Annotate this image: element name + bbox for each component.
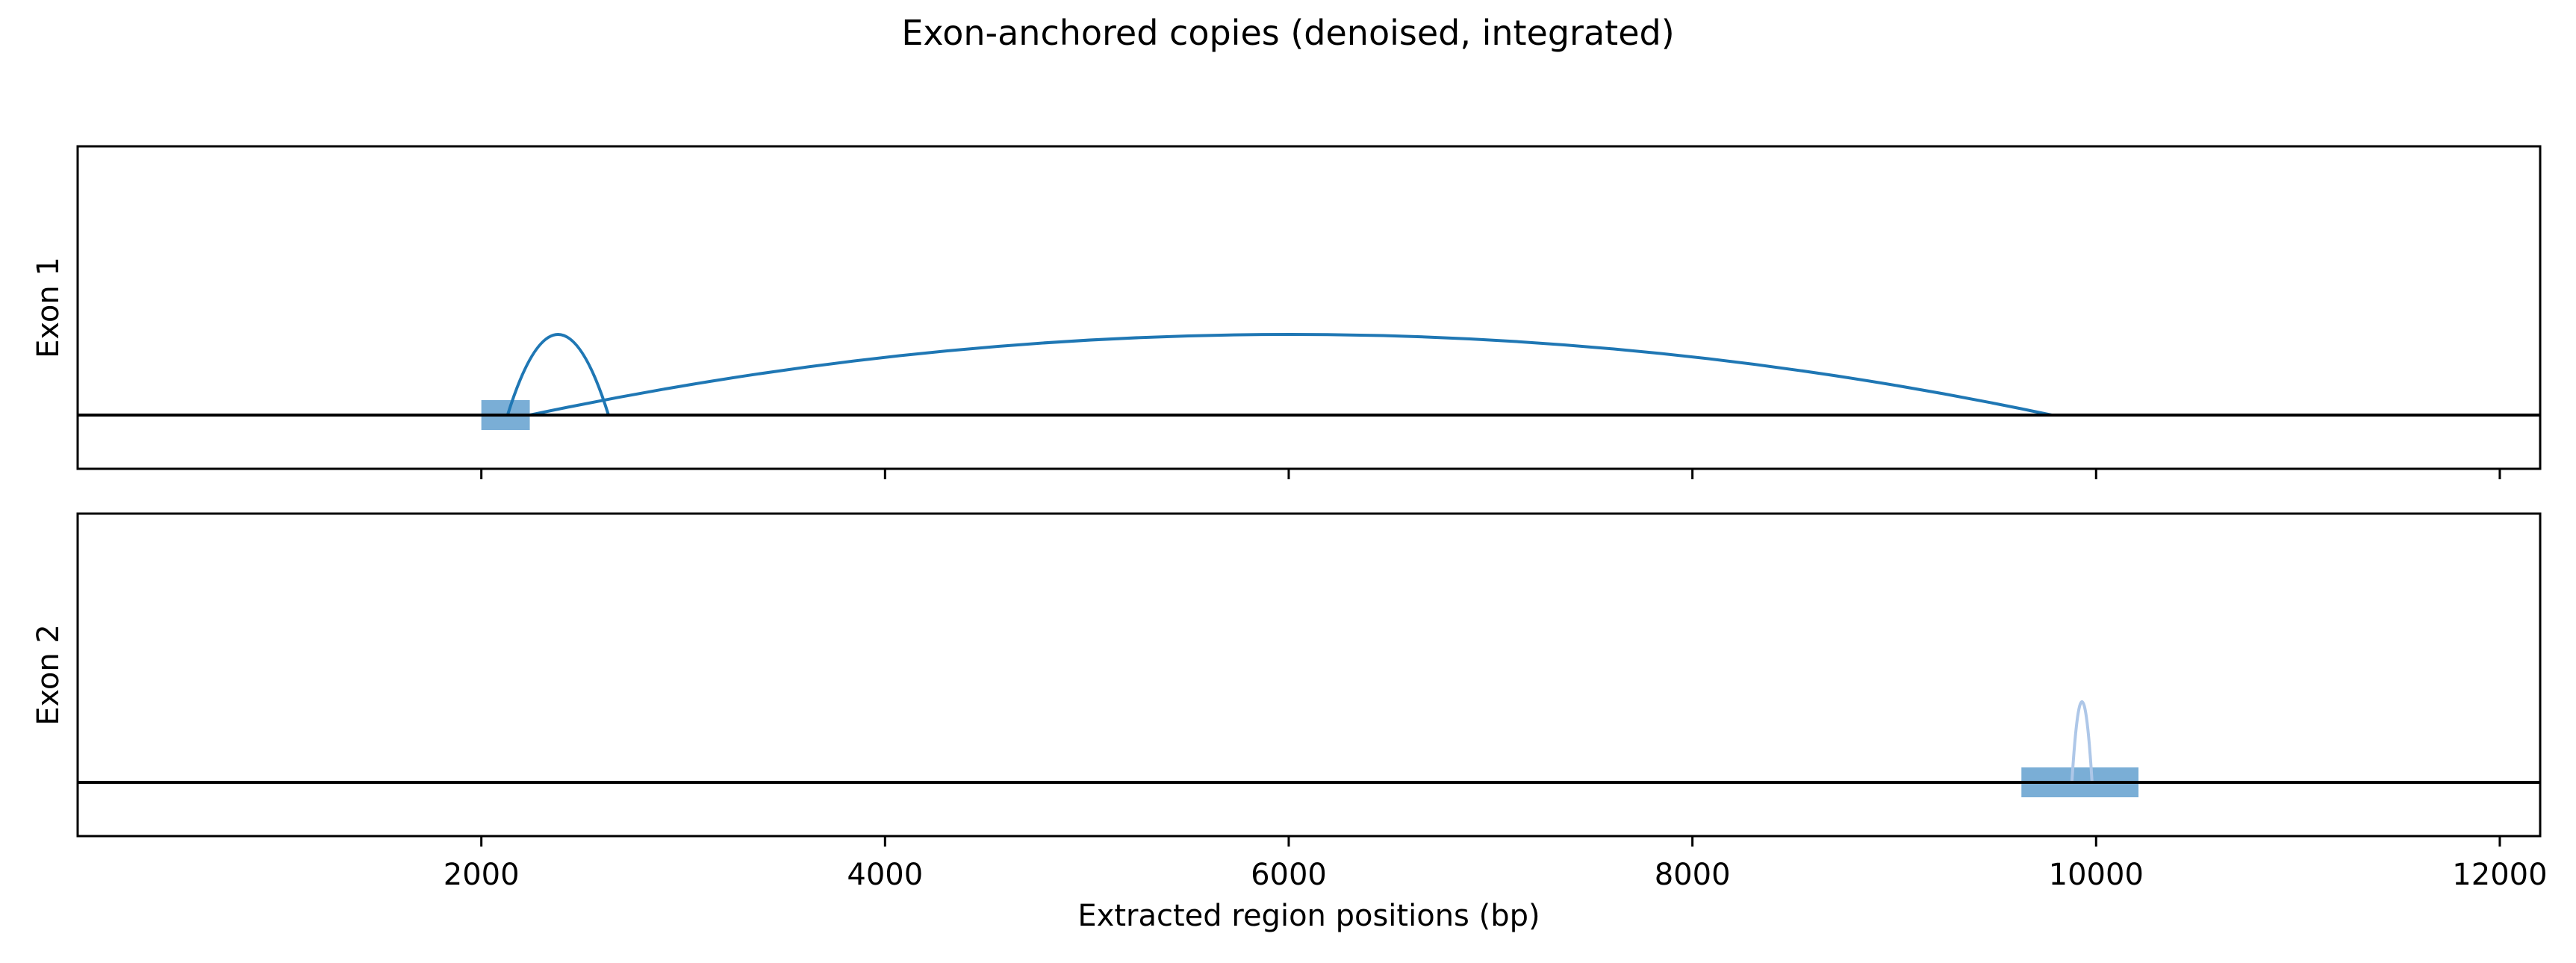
panel-exon-1: Exon 1 bbox=[31, 145, 2542, 479]
panel-2-ylabel: Exon 2 bbox=[31, 624, 66, 726]
panel-2-frame bbox=[76, 512, 2542, 838]
x-tick-label: 12000 bbox=[2452, 858, 2547, 892]
x-axis-label: Extracted region positions (bp) bbox=[1077, 899, 1540, 933]
panel-1-frame bbox=[76, 145, 2542, 470]
arc-1 bbox=[505, 333, 610, 416]
panel-exon-2: Exon 2 bbox=[31, 512, 2542, 847]
x-tick-label: 10000 bbox=[2049, 858, 2144, 892]
x-tick-label: 6000 bbox=[1251, 858, 1327, 892]
arc-2 bbox=[529, 333, 2053, 417]
panel-1-marks bbox=[78, 333, 2540, 430]
panel-2-marks bbox=[78, 700, 2540, 797]
x-tick-label: 4000 bbox=[847, 858, 923, 892]
x-tick-labels: 2000 4000 6000 8000 10000 12000 bbox=[444, 858, 2548, 892]
panel-1-ticks bbox=[480, 469, 2501, 479]
arc-1 bbox=[2070, 700, 2094, 783]
chart-title: Exon-anchored copies (denoised, integrat… bbox=[901, 13, 1674, 53]
panel-1-ylabel: Exon 1 bbox=[31, 257, 66, 358]
x-tick-label: 8000 bbox=[1655, 858, 1731, 892]
panel-2-ticks bbox=[480, 836, 2501, 847]
x-tick-label: 2000 bbox=[444, 858, 520, 892]
